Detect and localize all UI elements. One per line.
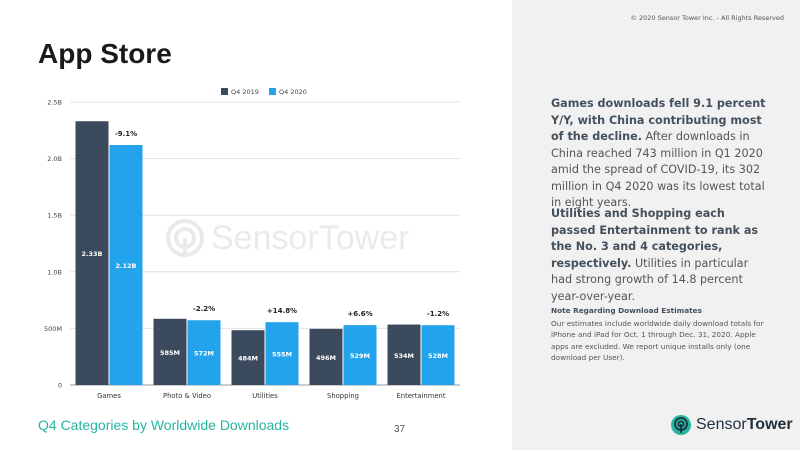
legend-swatch	[269, 88, 276, 95]
bar-data-label: 528M	[428, 352, 448, 360]
chart-subtitle: Q4 Categories by Worldwide Downloads	[38, 417, 290, 433]
y-tick-label: 2.0B	[47, 155, 62, 163]
insight-1-bold: Games downloads fell 9.1 percent Y/Y, wi…	[551, 97, 766, 143]
legend-label: Q4 2020	[279, 88, 307, 96]
logo-part1: Sensor	[696, 416, 747, 433]
bar-data-label: 534M	[394, 352, 414, 360]
insight-2-text: Utilities in particular had strong growt…	[551, 256, 749, 303]
watermark: SensorTower	[165, 218, 409, 258]
note-heading: Note Regarding Download Estimates	[551, 306, 702, 315]
y-tick-label: 2.5B	[47, 99, 62, 107]
bar-data-label: 572M	[194, 350, 214, 358]
watermark-part2: Tower	[318, 218, 410, 257]
change-label: -9.1%	[115, 130, 137, 138]
copyright: © 2020 Sensor Tower Inc. - All Rights Re…	[630, 14, 784, 22]
bar	[309, 328, 343, 385]
legend-label: Q4 2019	[231, 88, 259, 96]
x-category-label: Utilities	[252, 392, 278, 400]
bar	[153, 318, 187, 385]
bar	[421, 325, 455, 385]
sensor-tower-watermark-icon	[166, 219, 204, 257]
x-category-label: Entertainment	[396, 392, 445, 400]
change-label: -2.2%	[193, 305, 215, 313]
bar-data-label: 585M	[160, 349, 180, 357]
bar	[109, 145, 143, 385]
sensor-tower-logo: SensorTower	[670, 412, 793, 438]
watermark-part1: Sensor	[211, 218, 319, 257]
downloads-chart: 0 500M 1.0B 1.5B 2.0B 2.5B Q4 2019 Q4 2020 2.33B…	[44, 88, 460, 400]
insight-paragraph-1: Games downloads fell 9.1 percent Y/Y, wi…	[551, 96, 766, 212]
insight-2-bold: Utilities and Shopping each passed Enter…	[551, 207, 759, 270]
y-tick-label: 1.5B	[47, 212, 62, 220]
bar-data-label: 484M	[238, 355, 258, 363]
insight-paragraph-2: Utilities and Shopping each passed Enter…	[551, 206, 766, 305]
note-text: Our estimates include worldwide daily do…	[551, 318, 764, 363]
bar	[75, 121, 109, 385]
bar	[187, 320, 221, 385]
page-number: 37	[394, 424, 406, 435]
page-title: App Store	[38, 38, 172, 69]
bar	[265, 322, 299, 385]
bar-data-label: 2.12B	[116, 262, 137, 270]
bar-data-label: 496M	[316, 354, 336, 362]
logo-part2: Tower	[746, 416, 793, 433]
x-category-label: Shopping	[327, 392, 359, 400]
x-category-label: Games	[97, 392, 121, 400]
y-tick-label: 500M	[44, 325, 62, 333]
insight-1-text: After downloads in China reached 743 mil…	[551, 130, 765, 209]
change-label: -1.2%	[427, 310, 449, 318]
y-tick-label: 1.0B	[47, 268, 62, 276]
change-label: +6.6%	[347, 310, 372, 318]
bar-data-label: 555M	[272, 351, 292, 359]
change-label: +14.8%	[267, 307, 297, 315]
bar-data-label: 2.33B	[82, 250, 103, 258]
bar	[343, 325, 377, 385]
sensor-tower-logo-icon	[671, 415, 691, 435]
bar	[387, 324, 421, 385]
y-tick-label: 0	[58, 382, 62, 390]
bar-data-label: 529M	[350, 352, 370, 360]
legend-swatch	[221, 88, 228, 95]
x-category-label: Photo & Video	[163, 392, 211, 400]
note-block: Note Regarding Download Estimates Our es…	[551, 305, 773, 364]
bar	[231, 330, 265, 385]
right-panel	[512, 0, 800, 450]
